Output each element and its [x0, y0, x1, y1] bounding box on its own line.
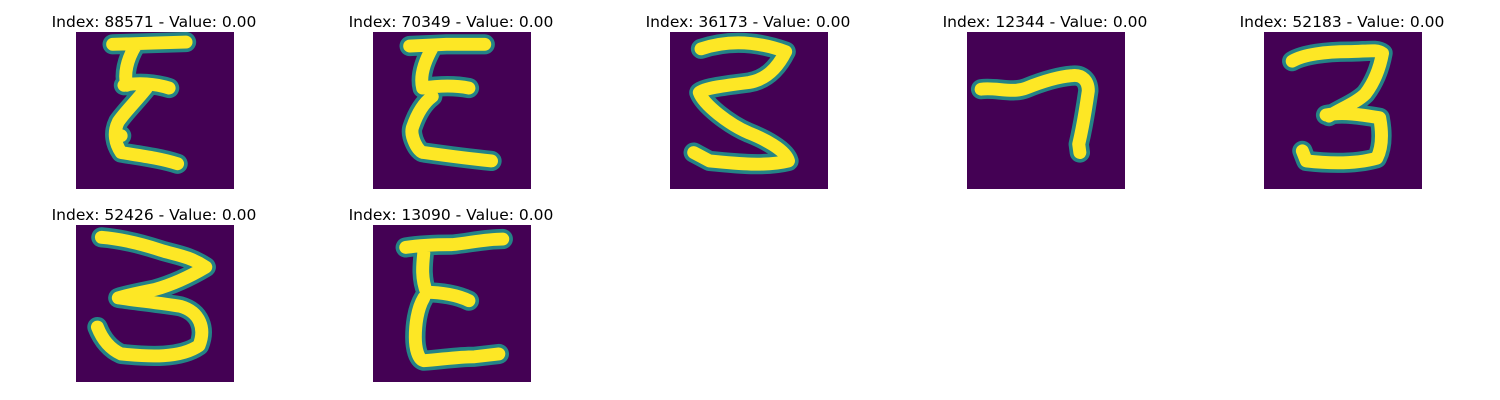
digit-image-36173	[670, 32, 828, 189]
panel-title: Index: 52183 - Value: 0.00	[1239, 13, 1445, 31]
digit-stroke	[399, 232, 510, 368]
image-panel-36173: Index: 36173 - Value: 0.00	[598, 12, 898, 202]
digit-stroke	[106, 35, 193, 171]
digit-stroke	[1285, 44, 1389, 170]
digit-image-88571	[76, 32, 234, 189]
panel-title: Index: 88571 - Value: 0.00	[51, 13, 257, 31]
digit-stroke	[974, 69, 1095, 160]
image-panel-52426: Index: 52426 - Value: 0.00	[4, 205, 304, 395]
image-panel-13090: Index: 13090 - Value: 0.00	[301, 205, 601, 395]
digit-stroke	[90, 230, 213, 363]
panel-title: Index: 13090 - Value: 0.00	[348, 206, 554, 224]
image-panel-88571: Index: 88571 - Value: 0.00	[4, 12, 304, 202]
digit-image-13090	[373, 225, 531, 382]
panel-title: Index: 12344 - Value: 0.00	[942, 13, 1148, 31]
digit-stroke	[403, 37, 498, 168]
panel-title: Index: 36173 - Value: 0.00	[645, 13, 851, 31]
digit-stroke	[687, 36, 795, 171]
image-background	[967, 32, 1125, 189]
image-panel-70349: Index: 70349 - Value: 0.00	[301, 12, 601, 202]
digit-image-70349	[373, 32, 531, 189]
panel-title: Index: 70349 - Value: 0.00	[348, 13, 554, 31]
digit-image-52426	[76, 225, 234, 382]
digit-image-52183	[1264, 32, 1422, 189]
panel-title: Index: 52426 - Value: 0.00	[51, 206, 257, 224]
digit-image-12344	[967, 32, 1125, 189]
image-panel-12344: Index: 12344 - Value: 0.00	[895, 12, 1195, 202]
image-panel-52183: Index: 52183 - Value: 0.00	[1192, 12, 1492, 202]
